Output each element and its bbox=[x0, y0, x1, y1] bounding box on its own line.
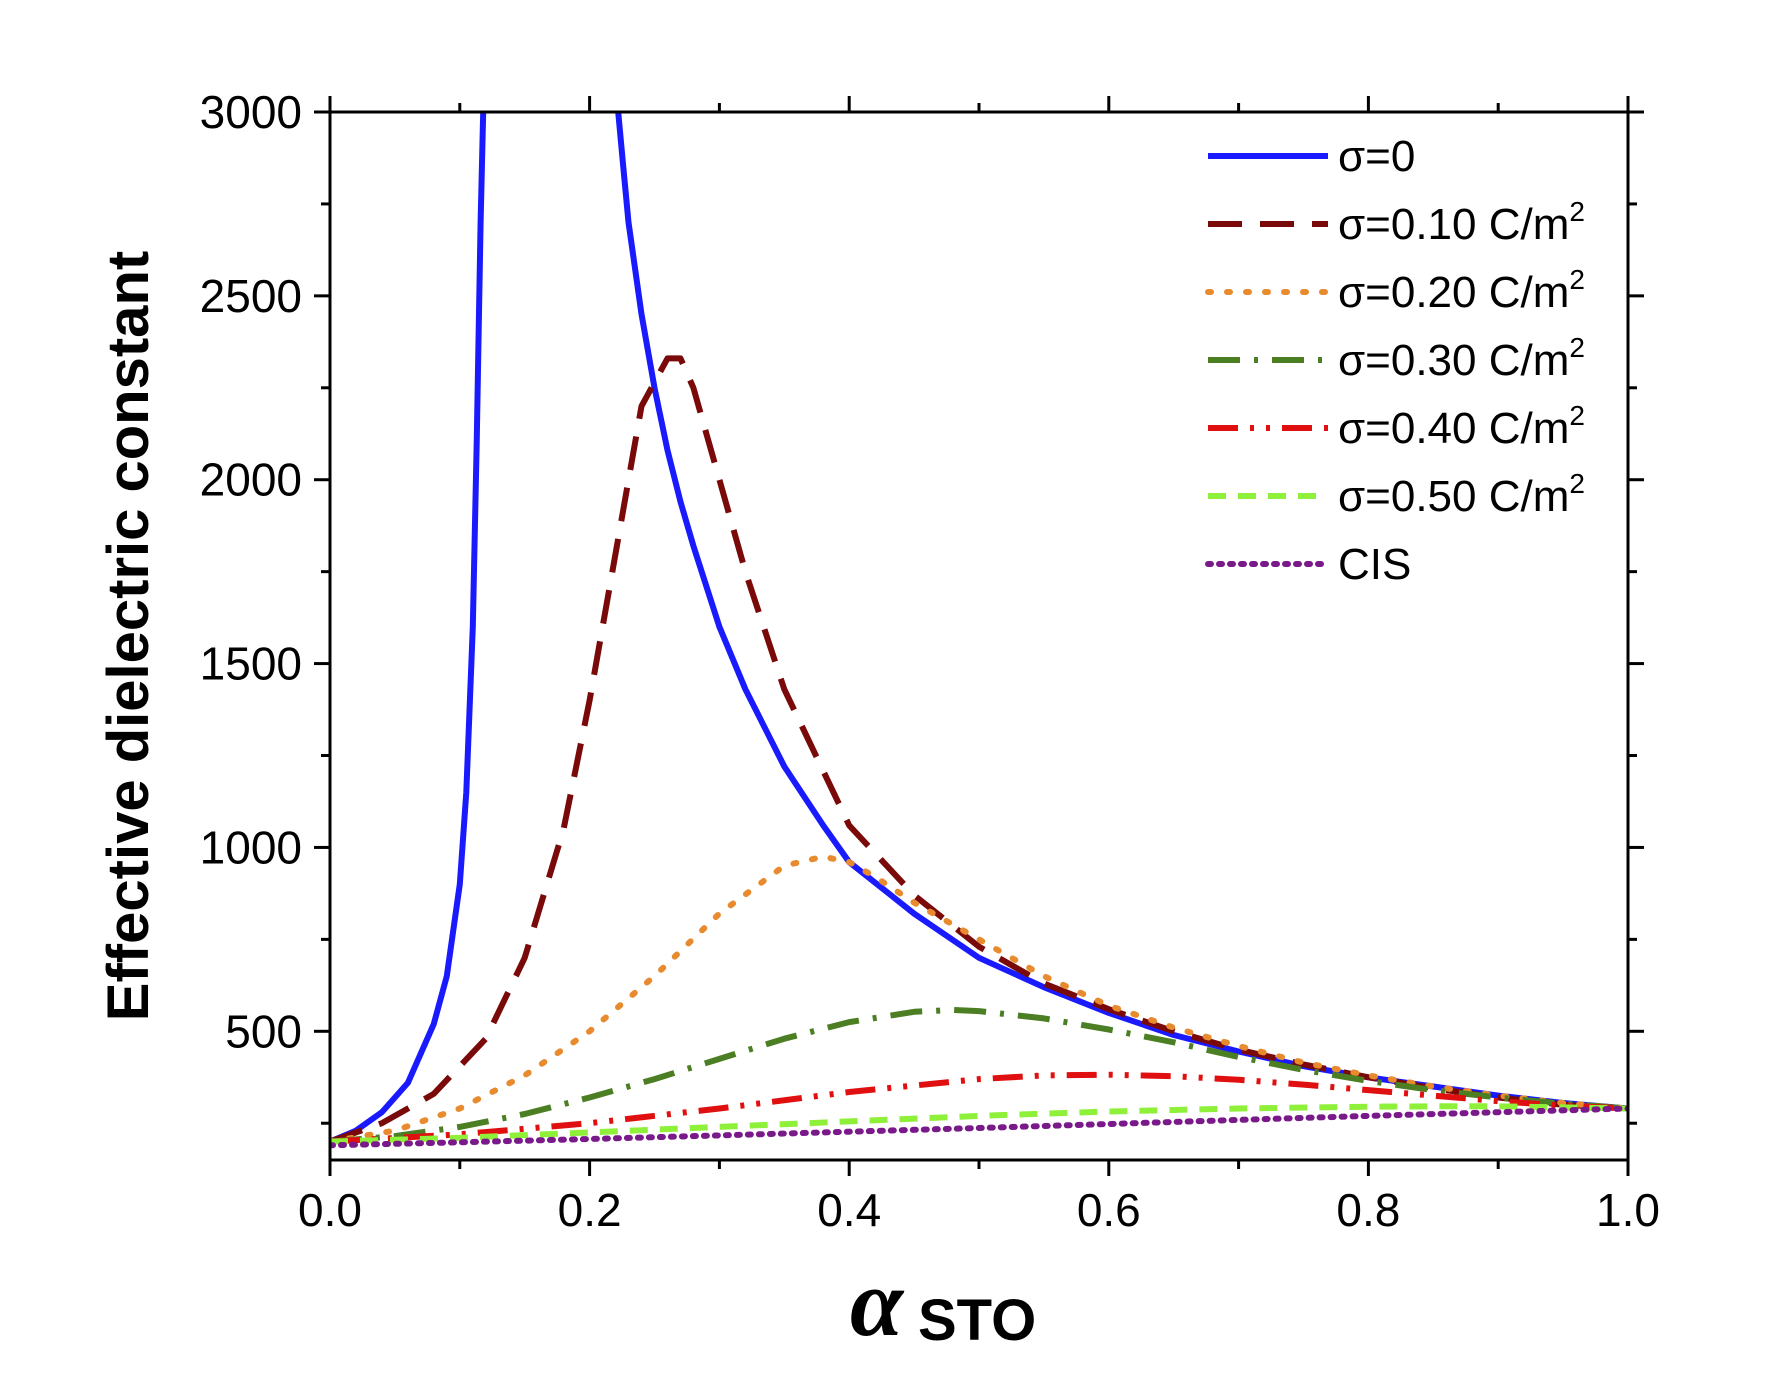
legend-label-2: σ=0.20 C/m2 bbox=[1338, 264, 1585, 317]
y-tick-label: 1500 bbox=[200, 638, 302, 690]
x-tick-label: 1.0 bbox=[1596, 1184, 1660, 1236]
y-axis-label: Effective dielectric constant bbox=[96, 251, 161, 1021]
y-tick-label: 1000 bbox=[200, 821, 302, 873]
legend-label-1: σ=0.10 C/m2 bbox=[1338, 196, 1585, 249]
series-line-1 bbox=[330, 355, 1628, 1145]
x-tick-label: 0.8 bbox=[1336, 1184, 1400, 1236]
x-axis-label: α bbox=[850, 1249, 905, 1356]
legend-label-superscript: 2 bbox=[1569, 264, 1585, 295]
x-tick-label: 0.6 bbox=[1077, 1184, 1141, 1236]
x-tick-label: 0.0 bbox=[298, 1184, 362, 1236]
y-tick-label: 2500 bbox=[200, 270, 302, 322]
y-tick-label: 2000 bbox=[200, 454, 302, 506]
legend-label-6: CIS bbox=[1338, 540, 1411, 589]
series-line-4 bbox=[330, 1071, 1628, 1145]
legend-label-3: σ=0.30 C/m2 bbox=[1338, 332, 1585, 385]
ticks-layer bbox=[314, 96, 1644, 1176]
legend-label-superscript: 2 bbox=[1569, 332, 1585, 363]
legend-label-superscript: 2 bbox=[1569, 400, 1585, 431]
legend-label-4: σ=0.40 C/m2 bbox=[1338, 400, 1585, 453]
x-axis-label-subscript: STO bbox=[918, 1288, 1036, 1353]
legend: σ=0 σ=0.10 C/m2 σ=0.20 C/m2 σ=0.30 C/m2 σ=0.… bbox=[1205, 132, 1585, 589]
y-tick-label: 500 bbox=[225, 1005, 302, 1057]
x-tick-label: 0.2 bbox=[558, 1184, 622, 1236]
legend-label-5: σ=0.50 C/m2 bbox=[1338, 468, 1585, 521]
x-tick-label: 0.4 bbox=[817, 1184, 881, 1236]
series-line-0 bbox=[330, 112, 1628, 1145]
legend-label-0: σ=0 bbox=[1338, 132, 1415, 181]
series-layer bbox=[330, 112, 1628, 1149]
series-line-3 bbox=[330, 1007, 1628, 1145]
legend-label-superscript: 2 bbox=[1569, 468, 1585, 499]
y-tick-label: 3000 bbox=[200, 86, 302, 138]
series-line-6 bbox=[330, 1105, 1628, 1149]
labels-layer: 0.0 0.2 0.4 0.6 0.8 1.0 500 1000 1500 2000 2500 300… bbox=[96, 86, 1660, 1356]
legend-label-superscript: 2 bbox=[1569, 196, 1585, 227]
series-line-2 bbox=[330, 853, 1628, 1145]
